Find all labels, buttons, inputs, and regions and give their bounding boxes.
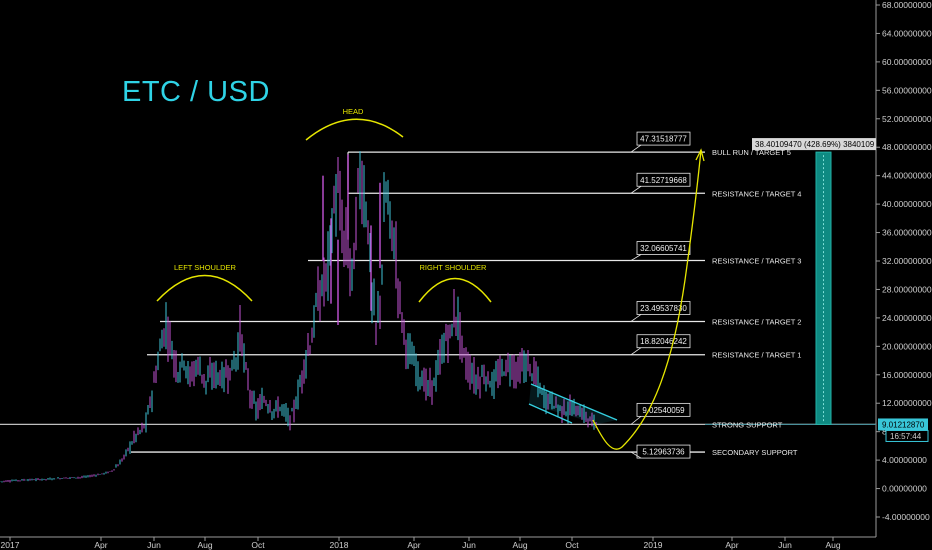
x-tick-label: Apr xyxy=(94,540,107,550)
y-tick-label: 28.00000000 xyxy=(882,284,932,294)
level-price-box xyxy=(636,301,691,315)
y-tick-label: 20.00000000 xyxy=(882,341,932,351)
level-price-label: 5.12963736 xyxy=(642,448,685,457)
level-price-label: 23.49537830 xyxy=(640,304,687,313)
channel-lower xyxy=(528,403,573,424)
level-callout xyxy=(630,416,642,425)
level-price-box xyxy=(636,172,691,187)
level-price-box xyxy=(636,444,691,459)
y-tick-label: 48.00000000 xyxy=(882,142,932,152)
x-tick-label: Jun xyxy=(778,540,792,550)
x-tick-label: Jun xyxy=(462,540,476,550)
projection-curve xyxy=(592,149,702,450)
level-callout xyxy=(630,185,642,194)
y-tick-label: -4.00000000 xyxy=(882,512,930,522)
y-tick-label: 32.00000000 xyxy=(882,256,932,266)
candles xyxy=(0,151,597,483)
level-name-label: BULL RUN / TARGET 5 xyxy=(712,148,791,157)
level-price-label: 47.31518777 xyxy=(640,135,687,144)
y-tick-label: 40.00000000 xyxy=(882,199,932,209)
left-shoulder-label: LEFT SHOULDER xyxy=(174,263,237,272)
level-price-label: 9.02540059 xyxy=(642,406,685,415)
measure-label-box xyxy=(752,138,876,151)
level-name-label: RESISTANCE / TARGET 2 xyxy=(712,317,801,326)
right-shoulder-label: RIGHT SHOULDER xyxy=(420,263,488,272)
y-tick-label: 16.00000000 xyxy=(882,370,932,380)
x-tick-label: 2017 xyxy=(1,540,20,550)
y-tick-label: 12.00000000 xyxy=(882,398,932,408)
measure-label: 38.40109470 (428.69%) 3840109 xyxy=(755,140,875,149)
level-callout xyxy=(630,314,642,322)
x-tick-label: Oct xyxy=(251,540,265,550)
x-tick-label: 2019 xyxy=(644,540,663,550)
x-tick-label: Oct xyxy=(565,540,579,550)
y-tick-label: 56.00000000 xyxy=(882,85,932,95)
level-price-label: 41.52719668 xyxy=(640,176,687,185)
level-name-label: STRONG SUPPORT xyxy=(712,420,783,429)
x-tick-label: Aug xyxy=(197,540,212,550)
x-tick-label: 2018 xyxy=(330,540,349,550)
left-shoulder-arc xyxy=(156,274,253,302)
level-callout xyxy=(630,254,642,261)
head-arc xyxy=(305,118,404,141)
level-callout xyxy=(630,347,642,356)
x-tick-label: Apr xyxy=(725,540,738,550)
chart-title: ETC / USD xyxy=(122,76,270,108)
level-price-box xyxy=(636,131,691,146)
x-tick-label: Aug xyxy=(512,540,527,550)
channel-upper xyxy=(530,383,618,421)
countdown-label: 16:57:44 xyxy=(890,432,922,441)
y-tick-label: 24.00000000 xyxy=(882,313,932,323)
y-tick-label: 4.00000000 xyxy=(882,455,927,465)
countdown-box xyxy=(885,429,929,442)
level-callout xyxy=(630,451,642,459)
x-tick-label: Aug xyxy=(825,540,840,550)
channel-fill xyxy=(529,384,617,424)
x-tick-label: Jun xyxy=(147,540,161,550)
level-name-label: RESISTANCE / TARGET 4 xyxy=(712,189,801,198)
level-callout xyxy=(630,144,642,153)
current-price-badge xyxy=(878,418,928,431)
y-tick-label: 60.00000000 xyxy=(882,57,932,67)
projection-arrow xyxy=(695,148,705,162)
y-tick-label: 44.00000000 xyxy=(882,171,932,181)
y-tick-label: 0.00000000 xyxy=(882,484,927,494)
level-name-label: RESISTANCE / TARGET 3 xyxy=(712,257,801,266)
level-name-label: RESISTANCE / TARGET 1 xyxy=(712,351,801,360)
head-label: HEAD xyxy=(343,107,364,116)
level-price-label: 18.82046242 xyxy=(640,337,687,346)
right-shoulder-arc xyxy=(418,277,492,303)
y-tick-label: 52.00000000 xyxy=(882,114,932,124)
y-tick-label: 36.00000000 xyxy=(882,228,932,238)
level-price-box xyxy=(636,334,691,349)
y-tick-label: 68.00000000 xyxy=(882,0,932,10)
current-price-value: 9.01212870 xyxy=(882,420,925,429)
level-price-label: 32.06605741 xyxy=(640,244,687,253)
x-tick-label: Apr xyxy=(407,540,420,550)
level-name-label: SECONDARY SUPPORT xyxy=(712,448,798,457)
y-tick-label: 64.00000000 xyxy=(882,28,932,38)
